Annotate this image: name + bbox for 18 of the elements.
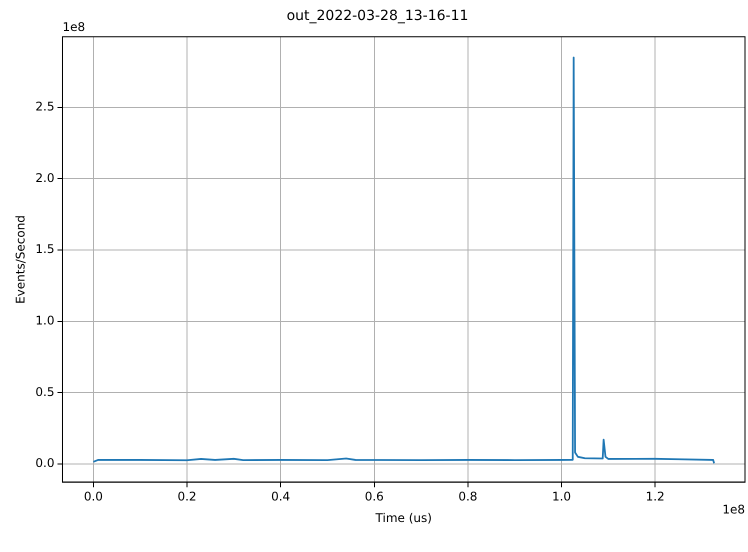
text: 1e8 <box>722 502 745 516</box>
x-tick-label: 0.4 <box>271 490 290 504</box>
y-tick-label: 0.0 <box>35 456 54 470</box>
y-tick-label: 2.5 <box>35 100 54 114</box>
x-tick-label: 0.8 <box>458 490 478 504</box>
x-tick-label: 1.2 <box>646 490 665 504</box>
y-axis-title: Events/Second <box>13 215 28 304</box>
y-tick-label: 1.0 <box>35 313 54 328</box>
y-tick-label: 0.5 <box>35 384 54 399</box>
x-axis-title: Time (us) <box>374 510 432 525</box>
x-tick-label: 0.0 <box>84 490 103 504</box>
chart-title: out_2022-03-28_13-16-11 <box>286 8 468 24</box>
x-tick-label: 0.2 <box>177 490 197 504</box>
text: 1e8 <box>62 20 86 34</box>
x-tick-label: 1.0 <box>552 490 572 504</box>
x-tick-label: 0.6 <box>364 490 384 504</box>
y-tick-label: 1.5 <box>35 242 54 256</box>
y-tick-label: 2.0 <box>35 170 54 185</box>
